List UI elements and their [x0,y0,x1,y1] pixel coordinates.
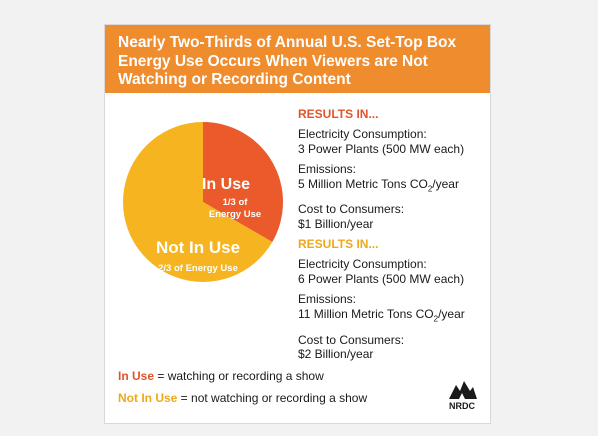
result-value-subscript: 2 [427,183,433,193]
header-banner: Nearly Two-Thirds of Annual U.S. Set-Top… [105,25,490,93]
results-block-2: RESULTS IN... Electricity Consumption: 6… [298,237,488,361]
result-value: $2 Billion/year [298,347,374,362]
result-value: 5 Million Metric Tons CO [298,176,428,191]
results-heading: RESULTS IN... [298,237,379,252]
title-line-3: Watching or Recording Content [118,71,351,88]
results-block-1: RESULTS IN... Electricity Consumption: 3… [298,107,488,231]
results-heading: RESULTS IN... [298,107,379,121]
legend-row-in-use: In Use = watching or recording a show [118,369,367,384]
result-item: Electricity Consumption: 3 Power Plants … [298,127,488,156]
result-item: Cost to Consumers: $1 Billion/year [298,202,488,231]
result-label: Emissions: [298,162,357,176]
results-panel: RESULTS IN... Electricity Consumption: 3… [298,107,488,368]
pie-slice-not-in-use [123,122,273,282]
infographic-title: Nearly Two-Thirds of Annual U.S. Set-Top… [118,34,480,90]
result-value: 6 Power Plants (500 MW each) [298,271,465,286]
result-item: Electricity Consumption: 6 Power Plants … [298,257,488,286]
result-item: Emissions: 11 Million Metric Tons CO2/ye… [298,292,488,326]
energy-use-pie-chart: In Use 1/3 of Energy Use Not In Use 2/3 … [123,122,283,282]
in-use-sublabel-2: Energy Use [209,209,261,220]
not-in-use-sublabel: 2/3 of Energy Use [158,263,238,274]
pie-slice-in-use [203,122,283,242]
legend-definition: = not watching or recording a show [177,391,368,405]
nrdc-logo-icon [449,381,477,399]
not-in-use-label: Not In Use [156,238,240,257]
legend-term: In Use [118,369,155,383]
result-value-suffix: /year [432,176,459,191]
result-value-subscript: 2 [433,314,439,324]
result-label: Emissions: [298,292,357,307]
result-value: 3 Power Plants (500 MW each) [298,141,465,156]
in-use-label: In Use [202,176,250,193]
result-item: Cost to Consumers: $2 Billion/year [298,333,488,362]
legend: In Use = watching or recording a show No… [118,369,367,413]
result-label: Electricity Consumption: [298,257,427,272]
title-line-2: Energy Use Occurs When Viewers are Not [118,52,428,70]
in-use-sublabel-1: 1/3 of [223,197,249,208]
result-item: Emissions: 5 Million Metric Tons CO2/yea… [298,162,488,196]
infographic-card: Nearly Two-Thirds of Annual U.S. Set-Top… [104,24,491,424]
legend-term: Not In Use [118,391,178,405]
result-label: Cost to Consumers: [298,332,405,347]
legend-definition: = watching or recording a show [154,369,324,383]
result-label: Electricity Consumption: [298,127,427,141]
nrdc-logo-text: NRDC [449,401,475,411]
result-value-suffix: /year [438,306,465,321]
title-line-1: Nearly Two-Thirds of Annual U.S. Set-Top… [118,34,457,51]
result-value: 11 Million Metric Tons CO [298,306,434,321]
result-label: Cost to Consumers: [298,202,405,217]
legend-row-not-in-use: Not In Use = not watching or recording a… [118,391,367,406]
result-value: $1 Billion/year [298,216,374,231]
